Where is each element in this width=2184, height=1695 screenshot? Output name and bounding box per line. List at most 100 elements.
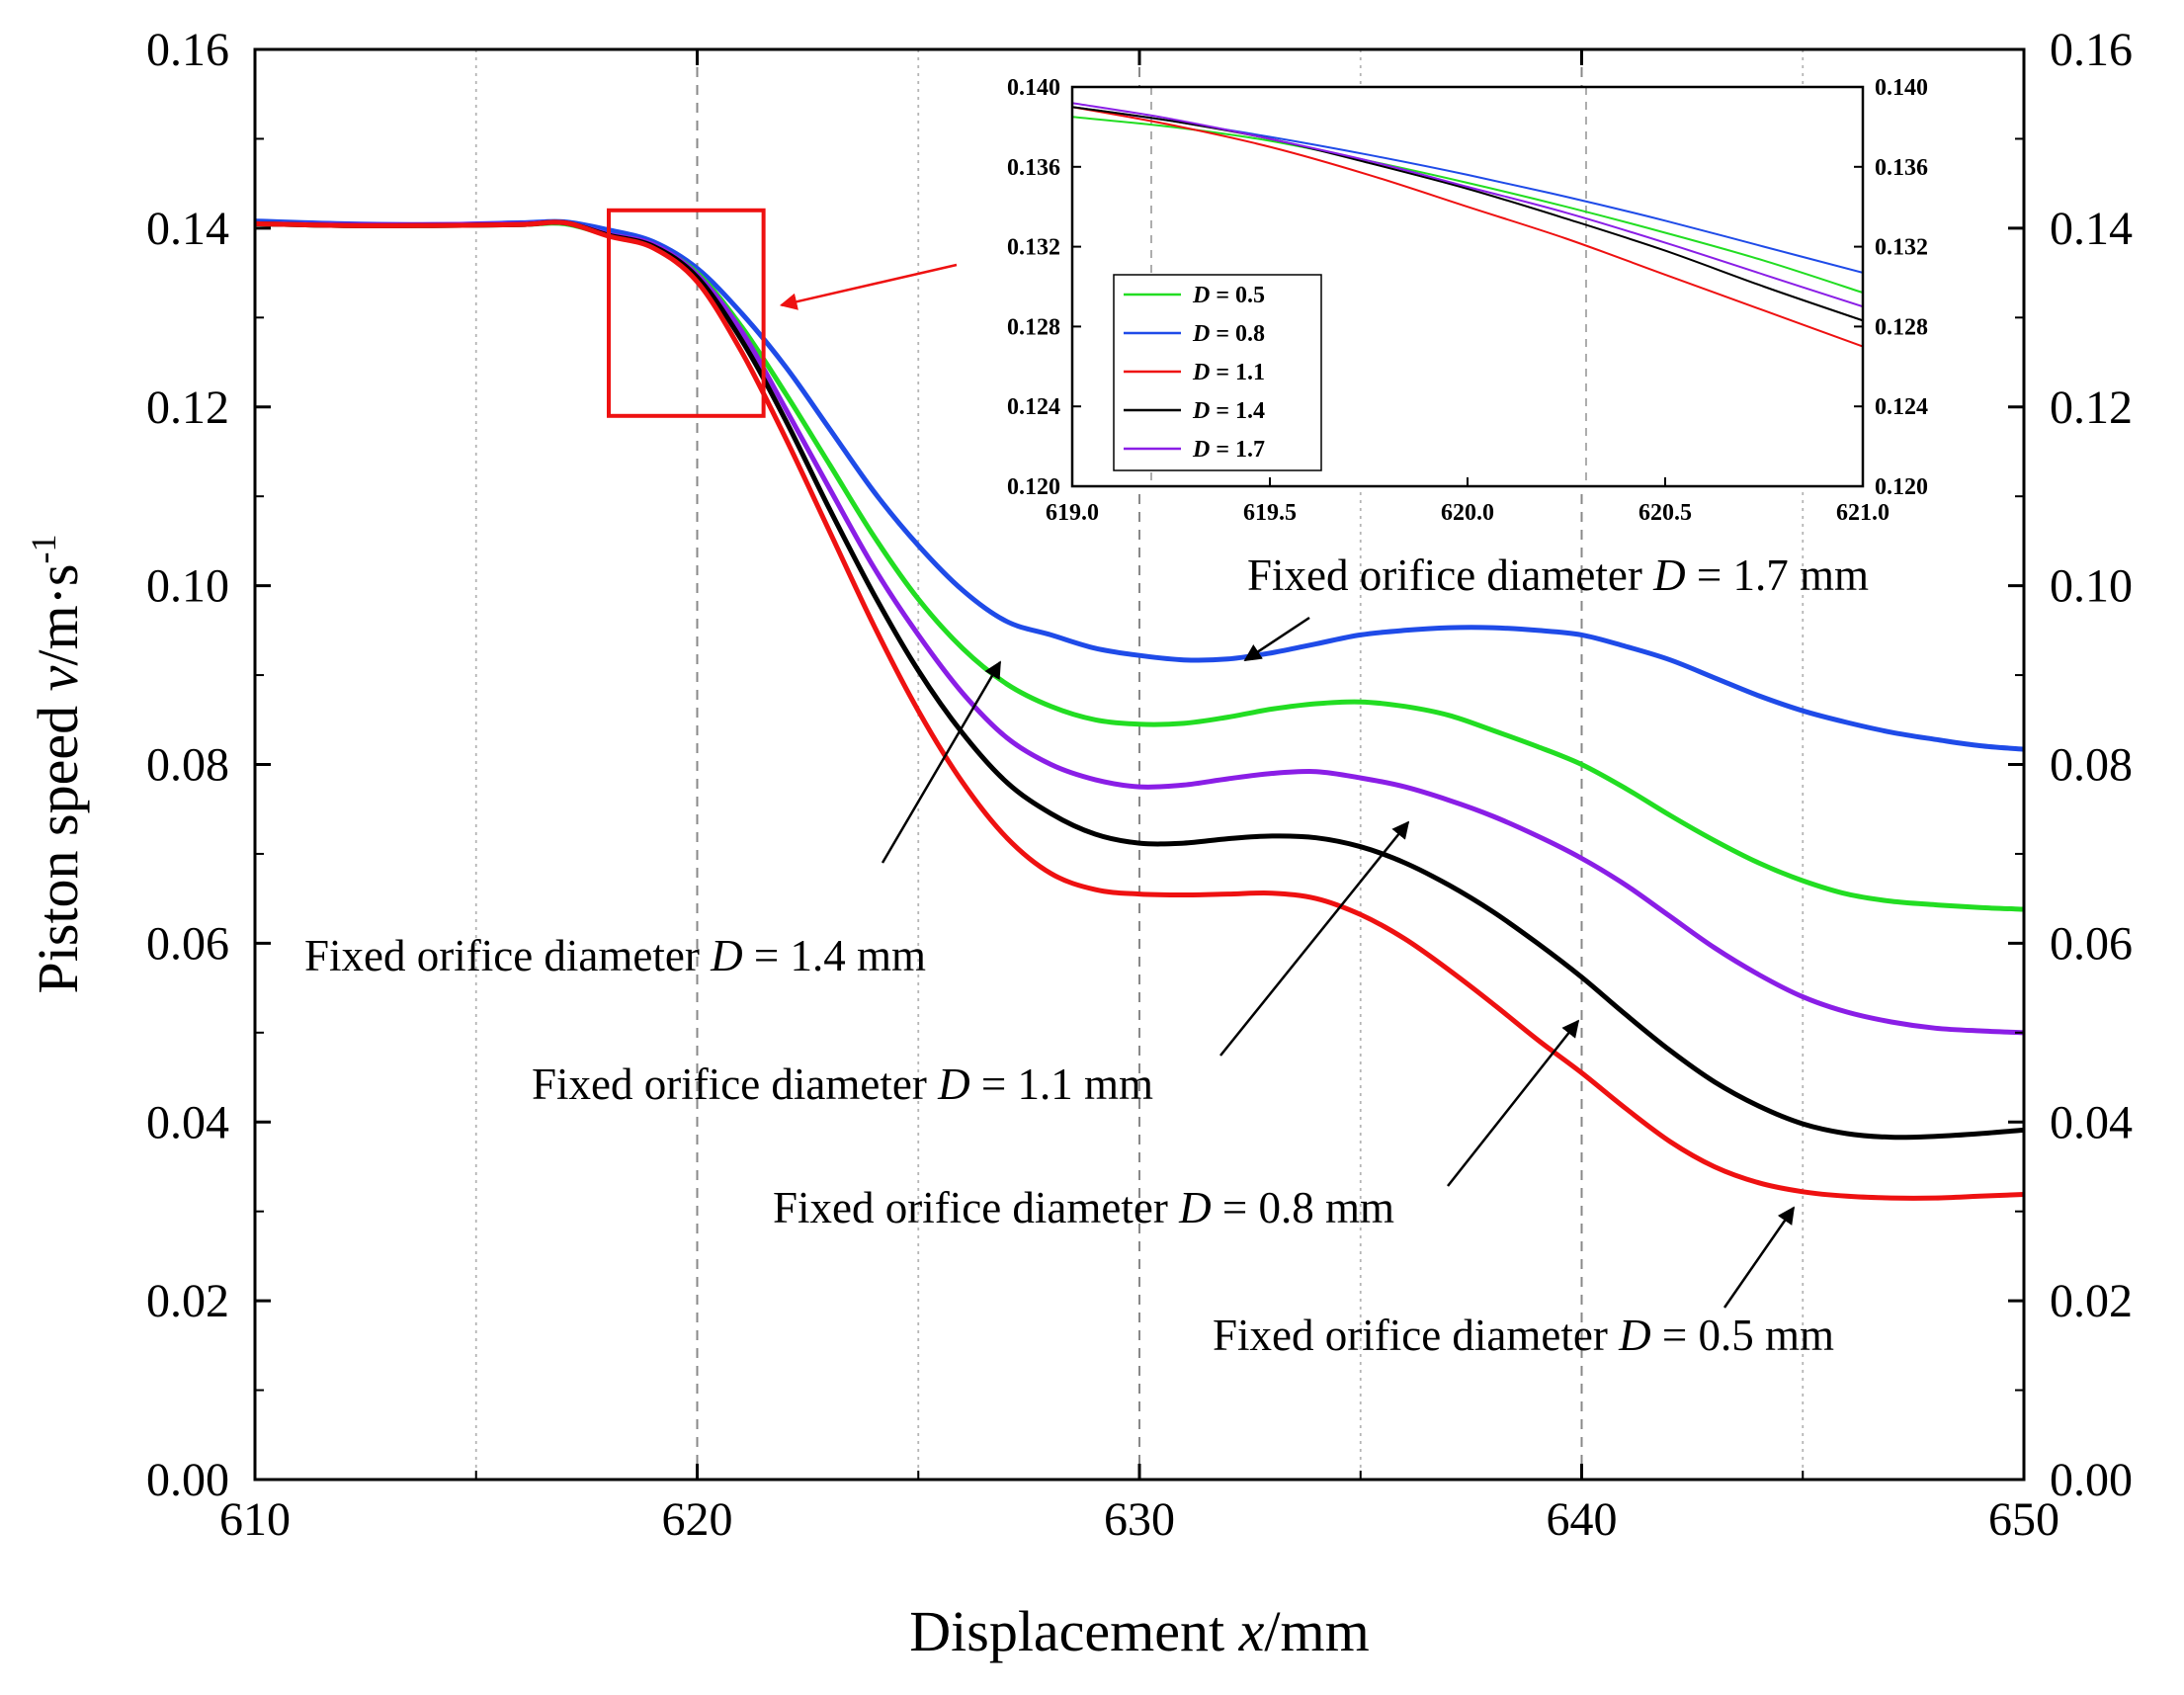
inset-y-tick-label-left-0.132: 0.132 [1007,235,1060,261]
annotation-arrow-d14 [881,660,1002,864]
annotation-d08-prefix: Fixed orifice diameter [773,1183,1179,1232]
y-tick-label-right-0.00: 0.00 [2050,1454,2133,1506]
inset-y-tick-label-right-0.136: 0.136 [1875,155,1928,181]
inset-y-tick-label-left-0.128: 0.128 [1007,314,1060,340]
y-tick-label-left-0.12: 0.12 [146,381,229,434]
y-tick-label-left-0.06: 0.06 [146,917,229,970]
x-axis-title-unit: /mm [1264,1599,1369,1663]
y-tick-label-right-0.08: 0.08 [2050,739,2133,792]
annotations-group: Fixed orifice diameter D = 1.7 mm Fixed … [304,551,1869,1360]
y-tick-label-right-0.12: 0.12 [2050,381,2133,434]
inset-ticks: 619.0 619.5 620.0 620.5 621.00.120 0.1200.124… [1007,75,1928,526]
annotation-d11-suffix: = 1.1 mm [970,1059,1153,1109]
x-tick-label-630: 630 [1104,1493,1175,1546]
annotation-d08-suffix: = 0.8 mm [1212,1183,1394,1232]
annotation-d17-suffix: = 1.7 mm [1686,551,1869,600]
inset-legend-value: = 0.8 [1210,321,1265,347]
inset-legend-value: = 1.7 [1210,437,1265,463]
annotation-d05-suffix: = 0.5 mm [1651,1311,1834,1360]
annotation-d14-suffix: = 1.4 mm [743,931,926,980]
y-tick-label-right-0.06: 0.06 [2050,917,2133,970]
x-axis-title-text: Displacement [909,1599,1224,1663]
y-tick-label-left-0.02: 0.02 [146,1275,229,1327]
inset-y-tick-label-left-0.136: 0.136 [1007,155,1060,181]
zoom-box-group [607,208,958,418]
inset-y-tick-label-right-0.124: 0.124 [1875,394,1928,420]
y-axis-title-var: v [26,665,90,691]
inset-legend-var: D [1192,283,1210,308]
inset-y-tick-label-left-0.124: 0.124 [1007,394,1060,420]
y-tick-label-right-0.10: 0.10 [2050,560,2133,613]
annotation-d08-var: D [1178,1183,1212,1232]
annotation-d14-prefix: Fixed orifice diameter [304,931,711,980]
inset-x-tick-label-620.5: 620.5 [1638,500,1692,526]
inset-series-line-d-1-1 [1072,106,1863,348]
x-axis-title-var: x [1238,1599,1265,1663]
inset-series-line-d-1-4 [1072,106,1863,322]
y-axis-title-text: Piston speed [26,706,90,994]
annotation-d14: Fixed orifice diameter D = 1.4 mm [304,931,926,980]
y-tick-label-left-0.00: 0.00 [146,1454,229,1506]
y-tick-label-left-0.10: 0.10 [146,560,229,613]
inset-legend-label-d-0-5: D = 0.5 [1192,283,1265,308]
inset-legend-value: = 1.4 [1210,398,1265,424]
annotation-arrow-d17 [1243,616,1310,662]
x-tick-label-620: 620 [662,1493,733,1546]
x-tick-label-640: 640 [1547,1493,1618,1546]
inset-legend-label-d-0-8: D = 0.8 [1192,321,1265,347]
x-axis-title: Displacement x/mm [909,1599,1369,1663]
annotation-d05-var: D [1618,1311,1651,1360]
inset-y-tick-label-left-0.120: 0.120 [1007,474,1060,500]
annotation-d17-var: D [1652,551,1686,600]
inset-y-tick-label-right-0.120: 0.120 [1875,474,1928,500]
y-tick-label-right-0.16: 0.16 [2050,24,2133,76]
inset-legend-var: D [1192,437,1210,463]
inset-series-line-d-1-7 [1072,102,1863,308]
y-axis-title-unit: /m·s [26,564,90,666]
inset-series-group [1072,102,1863,348]
y-tick-label-left-0.14: 0.14 [146,203,229,255]
main-series-group [255,218,2024,1201]
annotation-d11-prefix: Fixed orifice diameter [532,1059,938,1109]
annotation-d11: Fixed orifice diameter D = 1.1 mm [532,1059,1153,1109]
y-axis-title-sup: -1 [24,535,63,564]
inset-x-tick-label-620.0: 620.0 [1441,500,1494,526]
inset-x-tick-label-619.5: 619.5 [1243,500,1297,526]
inset-legend-var: D [1192,398,1210,424]
y-axis-title: Piston speed v/m·s-1 [24,535,90,994]
inset-legend-label-d-1-4: D = 1.4 [1192,398,1265,424]
zoom-pointer-arrow [779,263,958,310]
annotation-d11-var: D [937,1059,970,1109]
y-tick-label-left-0.04: 0.04 [146,1096,229,1148]
inset-legend-label-d-1-1: D = 1.1 [1192,360,1265,385]
inset-legend-var: D [1192,321,1210,347]
inset-y-tick-label-right-0.132: 0.132 [1875,235,1928,261]
x-tick-label-650: 650 [1988,1493,2059,1546]
annotation-d17-prefix: Fixed orifice diameter [1247,551,1653,600]
y-tick-label-right-0.14: 0.14 [2050,203,2133,255]
annotation-arrow-d11 [1219,820,1410,1057]
inset-y-tick-label-right-0.140: 0.140 [1875,75,1928,101]
series-line-d-0-5 [255,219,2024,1201]
series-line-d-1-7 [255,218,2024,752]
inset-legend-label-d-1-7: D = 1.7 [1192,437,1265,463]
inset-x-tick-label-621.0: 621.0 [1836,500,1890,526]
y-tick-label-right-0.02: 0.02 [2050,1275,2133,1327]
x-tick-label-610: 610 [219,1493,291,1546]
y-tick-label-left-0.08: 0.08 [146,739,229,792]
annotation-d05: Fixed orifice diameter D = 0.5 mm [1213,1311,1834,1360]
inset-y-tick-label-left-0.140: 0.140 [1007,75,1060,101]
annotation-d14-var: D [710,931,743,980]
annotation-d08: Fixed orifice diameter D = 0.8 mm [773,1183,1394,1232]
y-tick-label-left-0.16: 0.16 [146,24,229,76]
y-tick-label-right-0.04: 0.04 [2050,1096,2133,1148]
inset-x-tick-label-619.0: 619.0 [1046,500,1099,526]
annotation-d17: Fixed orifice diameter D = 1.7 mm [1247,551,1869,600]
annotation-arrow-d08 [1447,1019,1580,1187]
zoom-box [607,208,766,418]
inset-legend-var: D [1192,360,1210,385]
annotation-d05-prefix: Fixed orifice diameter [1213,1311,1619,1360]
